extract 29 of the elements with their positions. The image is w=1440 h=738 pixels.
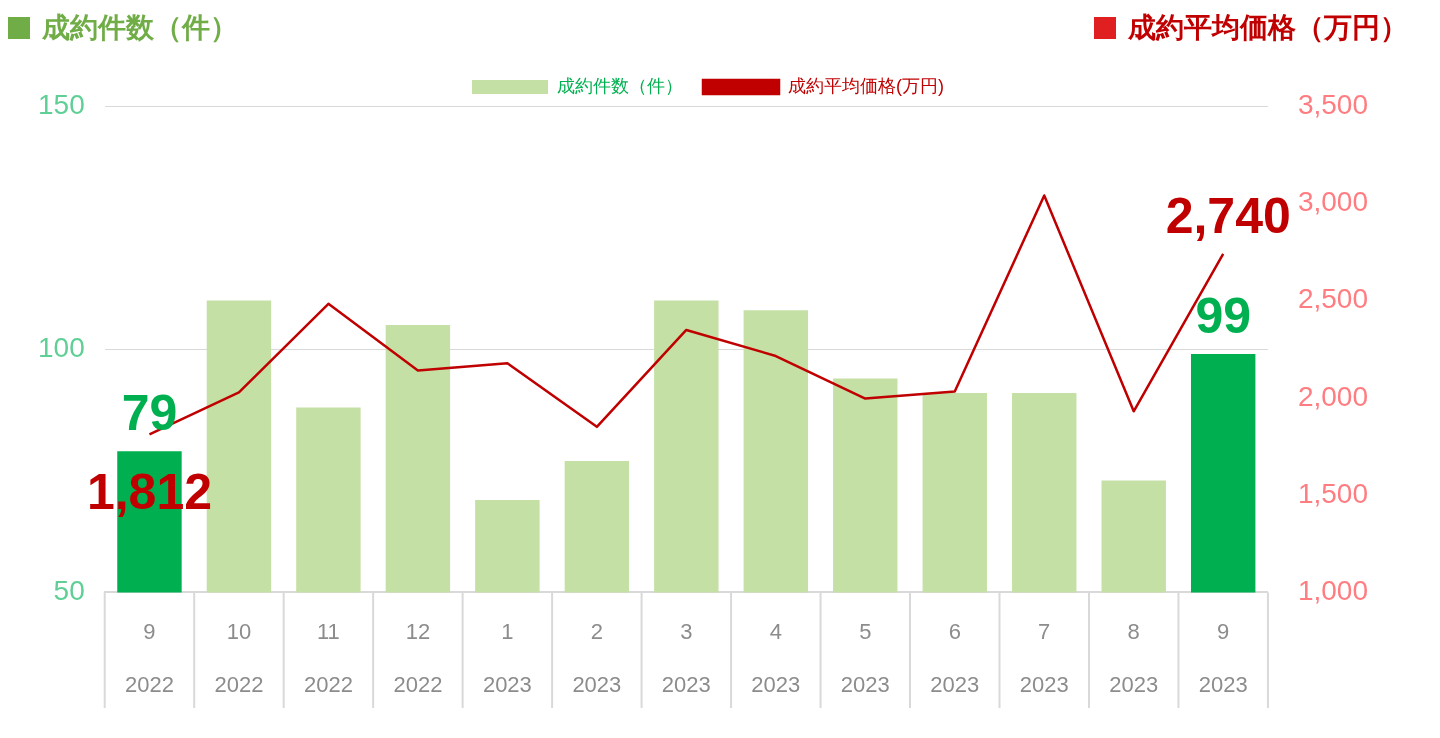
y2-tick-label: 1,000 [1297, 575, 1369, 607]
category-label: 9 2023 [1198, 618, 1248, 697]
category-label: 8 2023 [1109, 618, 1159, 697]
category-label: 12 2022 [393, 618, 443, 697]
category-label: 2 2023 [572, 618, 622, 697]
category-label: 3 2023 [661, 618, 711, 697]
category-label: 6 2023 [930, 618, 980, 697]
y-tick-label: 100 [38, 331, 85, 363]
data-label: 99 [1195, 287, 1252, 344]
legend-label: 成約平均価格(万円) [788, 75, 945, 96]
category-label: 10 2022 [214, 618, 264, 697]
y2-tick-label: 3,000 [1297, 186, 1369, 217]
y-tick-label: 50 [53, 575, 85, 607]
data-label: 79 [121, 385, 178, 442]
y2-tick-label: 2,000 [1297, 380, 1369, 412]
y-axis-title: 成約件数（件） [42, 11, 238, 45]
category-label: 7 2023 [1019, 618, 1069, 697]
y2-tick-label: 2,500 [1297, 283, 1369, 315]
category-label: 1 2023 [482, 618, 532, 697]
category-label: 11 2022 [303, 618, 353, 697]
data-label: 2,740 [1165, 187, 1291, 244]
y2-tick-label: 3,500 [1297, 88, 1369, 120]
category-label: 4 2023 [751, 618, 801, 697]
y2-axis-title: 成約平均価格（万円） [1128, 11, 1408, 45]
category-label: 5 2023 [840, 618, 890, 697]
category-label: 9 2022 [124, 618, 174, 697]
y2-tick-label: 1,500 [1297, 477, 1369, 509]
y-tick-label: 150 [38, 88, 85, 120]
legend-label: 成約件数（件） [557, 75, 684, 96]
